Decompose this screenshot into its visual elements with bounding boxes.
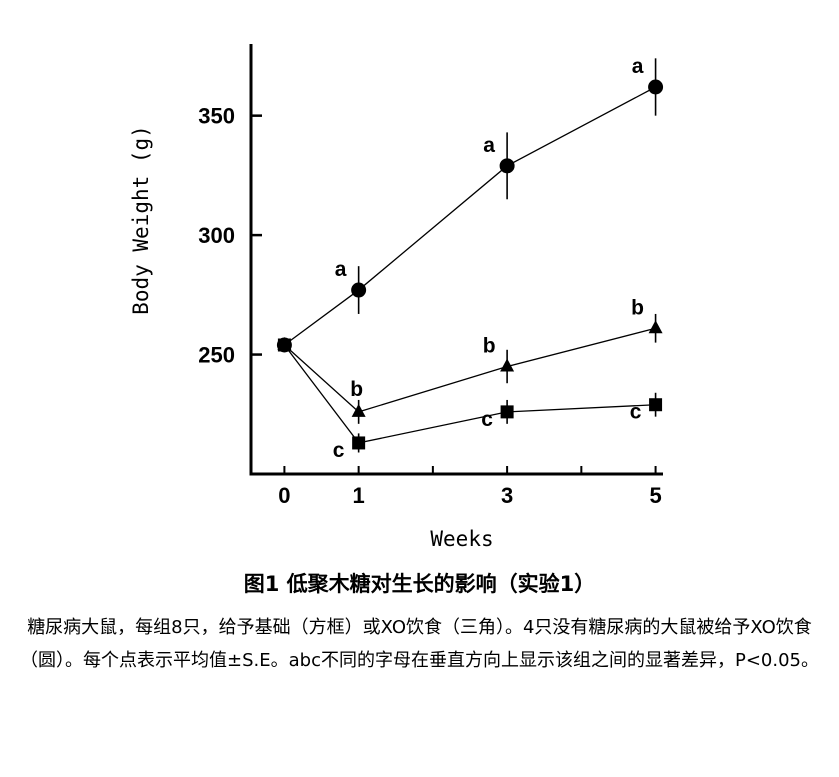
series-line-square [283, 344, 656, 444]
series-circle: a a a [276, 55, 664, 353]
x-tick-label-3: 3 [501, 483, 513, 508]
figure-caption-body: 糖尿病大鼠，每组8只，给予基础（方框）或XO饮食（三角）。4只没有糖尿病的大鼠被… [20, 617, 819, 671]
chart-ticks: 250 300 350 0 1 3 5 [198, 104, 661, 508]
y-tick-label-300: 300 [198, 223, 235, 248]
x-tick-label-1: 1 [353, 483, 365, 508]
sig-label-square-5: c [630, 401, 642, 424]
point-triangle-3 [500, 358, 515, 372]
point-square-1 [352, 436, 366, 450]
point-circle-1 [351, 282, 367, 298]
point-square-0 [277, 338, 291, 352]
sig-label-square-3: c [481, 408, 493, 431]
series-square: c c c [277, 338, 663, 462]
chart-series: a a a b b b c c c [276, 55, 664, 462]
y-axis-title: Body Weight (g) [129, 125, 153, 315]
point-square-3 [500, 405, 514, 419]
chart-axes [249, 44, 663, 476]
point-triangle-1 [351, 403, 366, 417]
x-tick-label-5: 5 [649, 483, 661, 508]
point-circle-3 [499, 158, 515, 174]
y-tick-label-350: 350 [198, 104, 235, 129]
figure-caption-title: 图1 低聚木糖对生长的影响（实验1） [243, 572, 596, 596]
x-tick-label-0: 0 [278, 483, 290, 508]
point-circle-5 [648, 79, 664, 95]
sig-label-circle-3: a [483, 134, 495, 157]
sig-label-square-1: c [333, 439, 345, 462]
point-square-5 [649, 398, 663, 412]
series-triangle: b b b [277, 296, 663, 424]
series-line-circle [284, 86, 656, 346]
sig-label-circle-1: a [335, 258, 347, 281]
point-triangle-5 [648, 320, 663, 334]
y-tick-label-250: 250 [198, 343, 235, 368]
sig-label-triangle-5: b [631, 296, 644, 319]
sig-label-triangle-1: b [350, 378, 363, 401]
sig-label-circle-5: a [632, 55, 644, 78]
x-axis-title: Weeks [430, 527, 493, 551]
series-line-triangle [283, 327, 656, 413]
sig-label-triangle-3: b [483, 335, 496, 358]
